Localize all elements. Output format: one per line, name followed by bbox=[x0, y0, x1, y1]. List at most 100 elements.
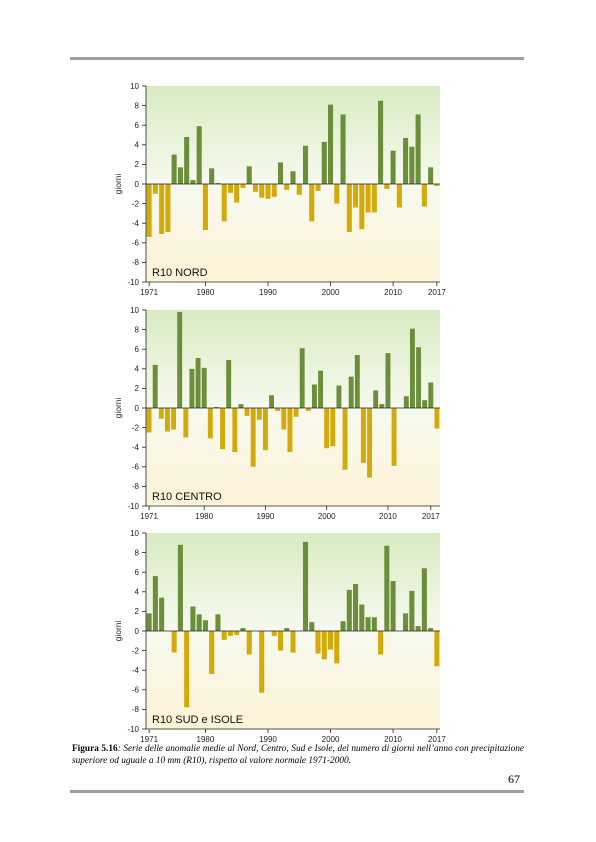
bar-1981 bbox=[207, 408, 213, 439]
bar-1986 bbox=[240, 628, 246, 631]
bar-2015 bbox=[416, 347, 422, 408]
bar-2005 bbox=[354, 355, 360, 408]
chart-r10-sud-isole: 10 8 6 4 2 0 -2 -4 -6 -8 -10 1971 1980 1990 2000 2010 20… bbox=[110, 529, 450, 759]
bar-1978 bbox=[190, 180, 196, 184]
x-tick-label: 2010 bbox=[384, 735, 402, 744]
figure-caption: Figura 5.16: Serie delle anomalie medie … bbox=[72, 743, 524, 767]
bar-1994 bbox=[287, 408, 293, 453]
figure-caption-text: : Serie delle anomalie medie al Nord, Ce… bbox=[72, 744, 525, 766]
x-tick-label: 1971 bbox=[140, 735, 158, 744]
bar-1998 bbox=[311, 384, 317, 408]
y-tick-label: 6 bbox=[135, 345, 140, 354]
x-tick-label: 2017 bbox=[422, 512, 440, 521]
bar-1973 bbox=[159, 597, 165, 631]
bar-1989 bbox=[259, 184, 265, 198]
chart-title: R10 CENTRO bbox=[152, 491, 222, 503]
bar-2012 bbox=[403, 613, 409, 631]
y-tick-label: 2 bbox=[135, 607, 140, 616]
bar-1974 bbox=[165, 184, 171, 233]
chart-r10-centro: 10 8 6 4 2 0 -2 -4 -6 -8 -10 1971 1980 1990 2000 2010 20… bbox=[110, 306, 450, 536]
bar-1992 bbox=[277, 631, 284, 651]
bar-1985 bbox=[232, 408, 238, 453]
y-tick-label: 2 bbox=[135, 384, 140, 393]
y-tick-label: 4 bbox=[135, 141, 140, 150]
x-tick-label: 1980 bbox=[195, 512, 213, 521]
bar-1992 bbox=[275, 408, 281, 411]
bar-1971 bbox=[146, 613, 152, 631]
bar-1987 bbox=[246, 631, 252, 655]
bar-2003 bbox=[342, 408, 348, 470]
bar-2004 bbox=[353, 184, 359, 208]
bar-2017 bbox=[428, 382, 434, 408]
bar-1979 bbox=[196, 614, 202, 631]
bar-2008 bbox=[378, 100, 384, 184]
y-tick-label: -10 bbox=[127, 278, 139, 287]
bar-1975 bbox=[171, 408, 177, 430]
bar-1977 bbox=[184, 631, 190, 708]
bar-1988 bbox=[250, 408, 256, 467]
y-tick-label: 6 bbox=[135, 121, 140, 130]
bar-1986 bbox=[240, 184, 246, 188]
bar-2004 bbox=[353, 583, 359, 631]
bar-1973 bbox=[158, 408, 164, 419]
y-tick-label: 10 bbox=[130, 529, 139, 538]
y-tick-label: 8 bbox=[135, 548, 140, 557]
bar-1978 bbox=[190, 606, 196, 631]
bar-1977 bbox=[184, 136, 190, 184]
bar-2000 bbox=[324, 408, 330, 449]
bar-1984 bbox=[226, 359, 232, 408]
bar-1980 bbox=[201, 367, 207, 408]
y-tick-label: -2 bbox=[132, 423, 140, 432]
x-tick-label: 2000 bbox=[322, 735, 340, 744]
bar-1981 bbox=[209, 168, 215, 184]
bar-2002 bbox=[340, 621, 346, 631]
bar-1997 bbox=[309, 184, 315, 222]
bottom-rule bbox=[70, 790, 524, 793]
bar-2006 bbox=[365, 617, 371, 631]
bar-1989 bbox=[256, 408, 262, 420]
bar-2005 bbox=[359, 184, 365, 230]
bar-2001 bbox=[334, 184, 340, 204]
x-tick-label: 1980 bbox=[197, 288, 215, 297]
bar-2009 bbox=[384, 184, 390, 189]
y-tick-label: 4 bbox=[135, 365, 140, 374]
bar-1987 bbox=[246, 166, 252, 184]
bar-1999 bbox=[321, 631, 327, 660]
y-tick-label: 0 bbox=[135, 627, 140, 636]
bar-2016 bbox=[428, 167, 434, 184]
bar-1972 bbox=[152, 184, 158, 194]
bar-1996 bbox=[299, 348, 305, 408]
y-tick-label: 10 bbox=[130, 306, 139, 315]
y-tick-label: -2 bbox=[132, 199, 140, 208]
bar-1995 bbox=[296, 184, 302, 195]
bar-1976 bbox=[177, 544, 183, 631]
bar-2013 bbox=[409, 146, 415, 184]
x-tick-label: 1990 bbox=[259, 288, 277, 297]
y-tick-label: 4 bbox=[135, 588, 140, 597]
x-tick-label: 1971 bbox=[140, 288, 158, 297]
bar-1989 bbox=[259, 631, 265, 693]
bar-2002 bbox=[336, 385, 342, 408]
bar-1984 bbox=[227, 184, 233, 193]
bar-1975 bbox=[171, 631, 177, 653]
x-tick-label: 2000 bbox=[318, 512, 336, 521]
bar-2003 bbox=[346, 589, 352, 631]
bar-1978 bbox=[189, 368, 195, 408]
bar-2013 bbox=[403, 396, 409, 408]
bar-2016 bbox=[422, 400, 428, 408]
bar-1997 bbox=[309, 622, 315, 631]
y-tick-label: -6 bbox=[132, 463, 140, 472]
y-tick-label: -10 bbox=[127, 502, 139, 511]
bar-2009 bbox=[379, 404, 385, 408]
bar-1972 bbox=[152, 576, 158, 631]
y-axis-label: giorni bbox=[113, 173, 123, 194]
y-tick-label: 0 bbox=[135, 404, 140, 413]
bar-1996 bbox=[302, 145, 309, 184]
bar-2013 bbox=[409, 590, 415, 631]
bar-2006 bbox=[360, 408, 366, 463]
y-tick-label: 0 bbox=[135, 180, 140, 189]
bar-2009 bbox=[384, 545, 390, 631]
bar-1994 bbox=[290, 171, 296, 184]
bar-1997 bbox=[305, 408, 311, 411]
